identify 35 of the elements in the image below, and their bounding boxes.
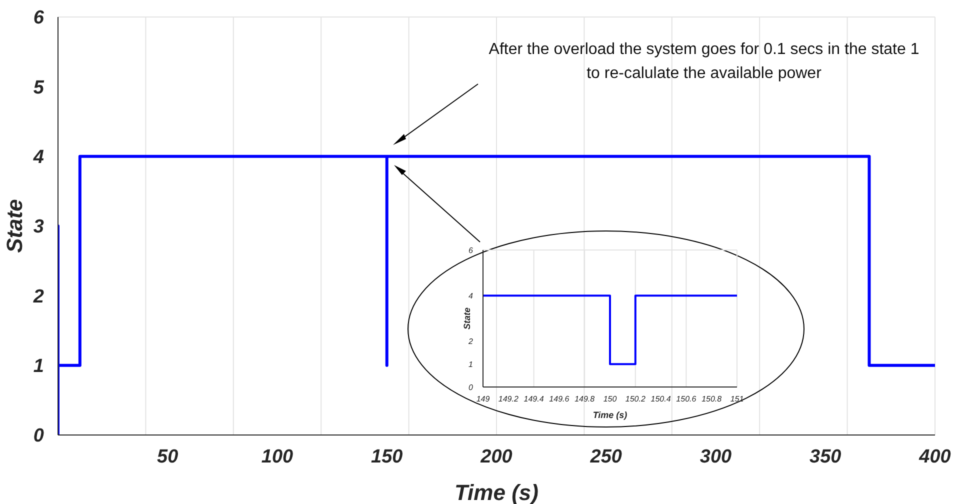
y-tick-label: 4 bbox=[468, 292, 474, 301]
x-tick-label: 400 bbox=[918, 446, 952, 468]
y-tick-label: 5 bbox=[33, 77, 44, 98]
y-tick-label: 3 bbox=[33, 216, 44, 238]
y-axis-title: State bbox=[2, 199, 27, 253]
x-tick-label: 149.8 bbox=[574, 394, 596, 404]
x-tick-label: 150.8 bbox=[702, 394, 722, 404]
x-tick-label: 100 bbox=[261, 446, 294, 468]
x-tick-label: 149.6 bbox=[549, 394, 570, 404]
y-tick-label: 2 bbox=[32, 286, 44, 308]
x-tick-label: 149.2 bbox=[498, 394, 519, 404]
y-tick-label: 6 bbox=[33, 8, 44, 29]
y-tick-label: 6 bbox=[468, 246, 474, 255]
x-tick-label: 149 bbox=[476, 394, 490, 404]
x-tick-label: 150.6 bbox=[676, 394, 697, 404]
y-tick-label: 0 bbox=[33, 426, 44, 447]
annotation: After the overload the system goes for 0.1 secs in the state 1 to re-calulate the available power bbox=[488, 40, 920, 84]
x-tick-label: 150.2 bbox=[625, 394, 646, 404]
x-tick-label: 149.4 bbox=[524, 394, 544, 404]
x-tick-label: 150.4 bbox=[650, 394, 672, 404]
y-tick-label: 0 bbox=[468, 382, 474, 392]
x-tick-label: 350 bbox=[810, 446, 842, 468]
x-axis-title: Time (s) bbox=[592, 410, 628, 420]
y-tick-label: 1 bbox=[468, 360, 473, 370]
x-tick-label: 200 bbox=[480, 446, 513, 468]
x-tick-label: 150 bbox=[371, 446, 404, 468]
x-tick-label: 151 bbox=[730, 394, 744, 404]
y-axis-title: State bbox=[462, 307, 472, 330]
x-tick-label: 50 bbox=[157, 446, 179, 468]
x-tick-label: 300 bbox=[700, 446, 732, 468]
y-tick-label: 2 bbox=[468, 337, 474, 346]
x-tick-label: 250 bbox=[589, 446, 622, 468]
y-tick-label: 1 bbox=[33, 356, 44, 378]
x-tick-label: 150 bbox=[603, 394, 618, 404]
y-tick-label: 4 bbox=[32, 147, 44, 168]
